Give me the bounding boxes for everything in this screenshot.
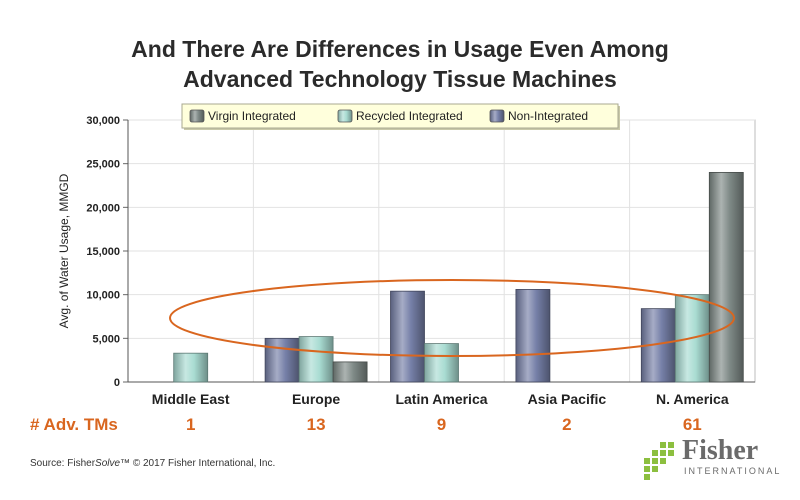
x-tick-label: Asia Pacific — [528, 391, 607, 407]
highlight-ellipse — [169, 279, 735, 357]
x-tick-label: N. America — [656, 391, 729, 407]
legend-box — [181, 103, 619, 129]
legend-swatch — [489, 109, 505, 123]
bar — [708, 171, 744, 383]
source-suffix: ™ © 2017 Fisher International, Inc. — [120, 458, 276, 469]
y-tick-label: 10,000 — [86, 290, 120, 302]
legend-label: Non-Integrated — [508, 109, 588, 123]
y-tick-label: 20,000 — [86, 202, 120, 214]
chart-title: And There Are Differences in Usage Even … — [0, 34, 800, 94]
fisher-logo: Fisher INTERNATIONAL — [640, 436, 780, 484]
y-tick-label: 5,000 — [92, 333, 120, 345]
adv-tm-count: 9 — [437, 415, 446, 434]
bar — [515, 289, 551, 383]
x-tick-label: Europe — [292, 391, 340, 407]
logo-name: Fisher — [682, 435, 759, 466]
bar — [390, 290, 425, 383]
legend-label: Virgin Integrated — [208, 109, 296, 123]
x-tick-label: Middle East — [152, 391, 230, 407]
logo-subtitle: INTERNATIONAL — [684, 466, 782, 476]
bar — [332, 361, 368, 383]
adv-tm-count: 2 — [562, 415, 571, 434]
adv-tm-count: 13 — [307, 415, 326, 434]
bar — [173, 352, 209, 383]
y-tick-label: 30,000 — [86, 115, 120, 127]
chart-title-line-2: Advanced Technology Tissue Machines — [183, 66, 617, 92]
source-italic: Solve — [95, 458, 121, 469]
chart-title-line-1: And There Are Differences in Usage Even … — [131, 36, 669, 62]
x-tick-label: Latin America — [395, 391, 487, 407]
y-tick-label: 0 — [114, 377, 120, 389]
bar — [298, 336, 334, 383]
source-note: Source: FisherSolve™ © 2017 Fisher Inter… — [30, 458, 275, 469]
source-prefix: Source: Fisher — [30, 458, 96, 469]
legend-label: Recycled Integrated — [356, 109, 463, 123]
y-tick-label: 25,000 — [86, 159, 120, 171]
adv-tm-count: 61 — [683, 415, 702, 434]
bar — [424, 343, 459, 383]
bar — [264, 337, 300, 383]
y-tick-label: 15,000 — [86, 246, 120, 258]
legend-swatch — [337, 109, 353, 123]
adv-tm-count: 1 — [186, 415, 195, 434]
legend-swatch — [189, 109, 205, 123]
logo-mark-icon — [644, 442, 674, 480]
y-axis-label: Avg. of Water Usage, MMGD — [57, 173, 71, 328]
adv-tm-label: # Adv. TMs — [30, 415, 118, 434]
